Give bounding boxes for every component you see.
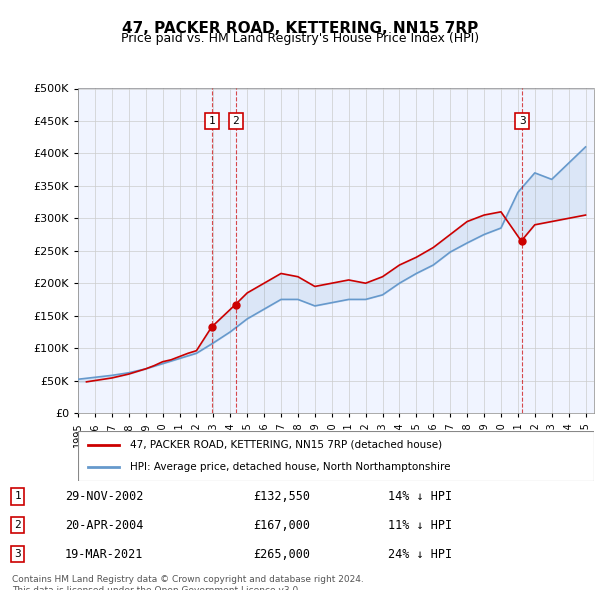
- Text: Price paid vs. HM Land Registry's House Price Index (HPI): Price paid vs. HM Land Registry's House …: [121, 32, 479, 45]
- Text: HPI: Average price, detached house, North Northamptonshire: HPI: Average price, detached house, Nort…: [130, 462, 450, 472]
- Text: 20-APR-2004: 20-APR-2004: [65, 519, 143, 532]
- Text: Contains HM Land Registry data © Crown copyright and database right 2024.
This d: Contains HM Land Registry data © Crown c…: [12, 575, 364, 590]
- Text: 29-NOV-2002: 29-NOV-2002: [65, 490, 143, 503]
- Text: 11% ↓ HPI: 11% ↓ HPI: [388, 519, 452, 532]
- Text: 1: 1: [14, 491, 21, 501]
- Text: 47, PACKER ROAD, KETTERING, NN15 7RP (detached house): 47, PACKER ROAD, KETTERING, NN15 7RP (de…: [130, 440, 442, 450]
- Text: 14% ↓ HPI: 14% ↓ HPI: [388, 490, 452, 503]
- Text: £265,000: £265,000: [253, 548, 310, 560]
- Text: £132,550: £132,550: [253, 490, 310, 503]
- Text: £167,000: £167,000: [253, 519, 310, 532]
- FancyBboxPatch shape: [78, 431, 594, 481]
- Text: 1: 1: [209, 116, 215, 126]
- Text: 3: 3: [519, 116, 526, 126]
- Text: 3: 3: [14, 549, 21, 559]
- Text: 24% ↓ HPI: 24% ↓ HPI: [388, 548, 452, 560]
- Text: 19-MAR-2021: 19-MAR-2021: [65, 548, 143, 560]
- Text: 2: 2: [233, 116, 239, 126]
- Text: 47, PACKER ROAD, KETTERING, NN15 7RP: 47, PACKER ROAD, KETTERING, NN15 7RP: [122, 21, 478, 35]
- Text: 2: 2: [14, 520, 21, 530]
